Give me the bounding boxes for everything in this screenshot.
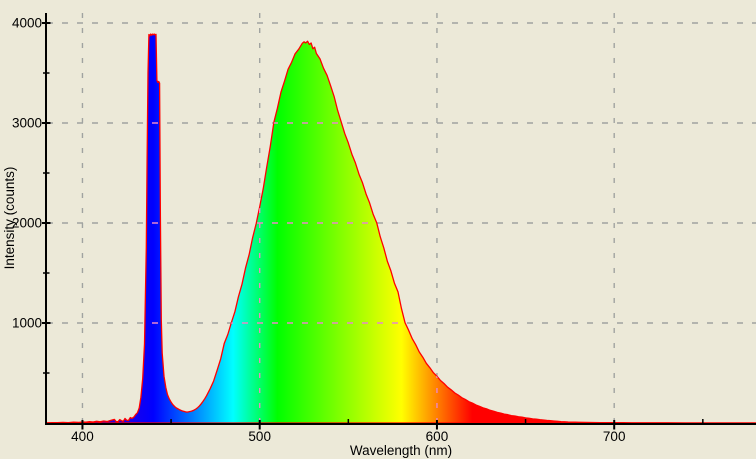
- y-tick-label: 2000: [12, 216, 42, 231]
- y-tick-label: 3000: [12, 116, 42, 131]
- x-tick-label: 600: [426, 429, 449, 444]
- y-axis-title: Intensity (counts): [2, 167, 17, 270]
- x-tick-label: 700: [603, 429, 626, 444]
- y-tick-label: 4000: [12, 16, 42, 31]
- x-tick-label: 500: [248, 429, 271, 444]
- gridlines-background: [47, 13, 756, 423]
- y-tick-label: 1000: [12, 316, 42, 331]
- x-axis-title: Wavelength (nm): [350, 443, 452, 458]
- tick-labels: 400 500 600 700 1000 2000 3000 4000: [12, 16, 626, 445]
- axes: [45, 13, 756, 425]
- spectrum-curve: [46, 33, 756, 424]
- x-tick-label: 400: [71, 429, 94, 444]
- tick-marks: [42, 22, 704, 430]
